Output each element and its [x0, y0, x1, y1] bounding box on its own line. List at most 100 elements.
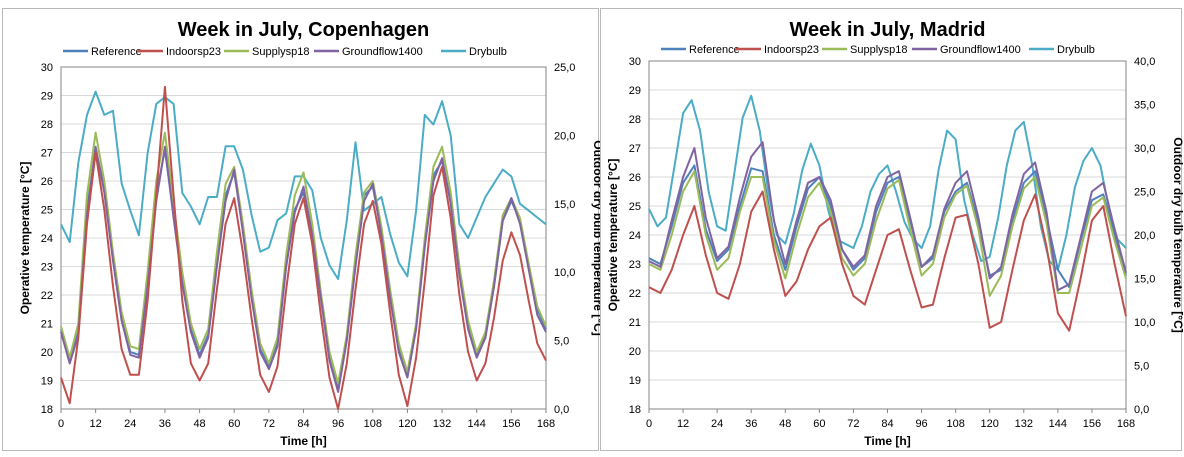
series-line-supplysp18: [648, 170, 1127, 297]
x-tick-label: 144: [1049, 418, 1067, 430]
legend-label: Groundflow1400: [940, 44, 1021, 56]
y-tick-label: 28: [629, 114, 641, 126]
y-tick-label: 18: [629, 404, 641, 416]
y-tick-label: 18: [41, 404, 53, 416]
x-tick-label: 12: [90, 418, 102, 430]
y-tick-label: 28: [41, 119, 53, 131]
y-tick-label: 21: [629, 317, 641, 329]
series-line-reference: [60, 148, 547, 391]
chart-title: Week in July, Madrid: [790, 19, 986, 41]
y2-tick-label: 25,0: [1134, 187, 1155, 199]
legend-label: Reference: [91, 46, 142, 58]
x-tick-label: 48: [193, 418, 205, 430]
x-tick-label: 108: [364, 418, 382, 430]
x-tick-label: 24: [124, 418, 136, 430]
y2-tick-label: 15,0: [1134, 274, 1155, 286]
x-tick-label: 156: [502, 418, 520, 430]
y2-tick-label: 20,0: [1134, 230, 1155, 242]
x-tick-label: 168: [537, 418, 555, 430]
y2-tick-label: 10,0: [1134, 317, 1155, 329]
x-tick-label: 12: [677, 418, 689, 430]
y-tick-label: 23: [41, 262, 53, 274]
y2-tick-label: 35,0: [1134, 100, 1155, 112]
y-tick-label: 25: [41, 205, 53, 217]
y-axis-label: Operative temperature [°C]: [18, 162, 32, 315]
series-line-indoorsp23: [60, 85, 547, 410]
legend-label: Reference: [689, 44, 740, 56]
x-axis-label: Time [h]: [280, 434, 326, 448]
x-tick-label: 120: [981, 418, 999, 430]
y-tick-label: 24: [41, 233, 53, 245]
x-axis-label: Time [h]: [864, 434, 910, 448]
y2-tick-label: 15,0: [554, 199, 575, 211]
x-tick-label: 36: [745, 418, 757, 430]
legend-label: Indoorsp23: [764, 44, 819, 56]
y2-tick-label: 5,0: [554, 336, 569, 348]
chart-panel-madrid: Week in July, Madrid Reference Indoorsp23 S…: [600, 8, 1184, 451]
y-tick-label: 26: [41, 176, 53, 188]
x-tick-label: 72: [847, 418, 859, 430]
y-tick-label: 22: [629, 288, 641, 300]
y-tick-label: 29: [41, 91, 53, 103]
y2-tick-label: 0,0: [1134, 404, 1149, 416]
chart-madrid: Week in July, Madrid Reference Indoorsp23 S…: [606, 19, 1184, 448]
x-tick-label: 36: [159, 418, 171, 430]
y-tick-label: 24: [629, 230, 641, 242]
x-tick-label: 84: [881, 418, 893, 430]
x-tick-label: 60: [813, 418, 825, 430]
chart-panel-copenhagen: Week in July, Copenhagen Reference Indoors…: [2, 8, 605, 451]
y-tick-label: 19: [629, 375, 641, 387]
y-tick-label: 25: [629, 201, 641, 213]
legend-label: Groundflow1400: [342, 46, 423, 58]
x-tick-label: 72: [263, 418, 275, 430]
y-axis-label: Operative temperature [°C]: [606, 159, 620, 312]
y2-tick-label: 5,0: [1134, 361, 1149, 373]
y2-tick-label: 20,0: [554, 130, 575, 142]
y-tick-label: 20: [629, 346, 641, 358]
x-tick-label: 168: [1117, 418, 1135, 430]
y2-tick-label: 0,0: [554, 404, 569, 416]
y-tick-label: 30: [41, 62, 53, 74]
x-tick-label: 96: [332, 418, 344, 430]
y-tick-label: 22: [41, 290, 53, 302]
chart-copenhagen: Week in July, Copenhagen Reference Indoors…: [18, 19, 605, 448]
y-tick-label: 23: [629, 259, 641, 271]
y2-tick-label: 40,0: [1134, 56, 1155, 68]
x-tick-label: 156: [1083, 418, 1101, 430]
x-tick-label: 60: [228, 418, 240, 430]
series-line-groundflow1400: [648, 141, 1127, 292]
y2-tick-label: 25,0: [554, 62, 575, 74]
chart-title: Week in July, Copenhagen: [178, 19, 430, 41]
x-tick-label: 0: [646, 418, 652, 430]
legend-label: Indoorsp23: [166, 46, 221, 58]
legend-label: Supplysp18: [252, 46, 310, 58]
x-tick-label: 48: [779, 418, 791, 430]
y-tick-label: 30: [629, 56, 641, 68]
x-tick-label: 0: [58, 418, 64, 430]
y2-axis-label: Outdoor dry bulb temperature [°C]: [1171, 137, 1184, 332]
x-tick-label: 144: [468, 418, 486, 430]
x-tick-label: 132: [433, 418, 451, 430]
legend-label: Drybulb: [469, 46, 507, 58]
y-tick-label: 19: [41, 376, 53, 388]
series-line-supplysp18: [60, 131, 547, 385]
x-tick-label: 84: [297, 418, 309, 430]
y-tick-label: 21: [41, 319, 53, 331]
y-tick-label: 20: [41, 347, 53, 359]
x-tick-label: 120: [398, 418, 416, 430]
x-tick-label: 132: [1015, 418, 1033, 430]
x-tick-label: 24: [711, 418, 723, 430]
x-tick-label: 96: [915, 418, 927, 430]
legend-label: Drybulb: [1057, 44, 1095, 56]
series-line-drybulb: [60, 90, 547, 280]
y2-tick-label: 30,0: [1134, 143, 1155, 155]
series-line-groundflow1400: [60, 145, 547, 393]
legend-label: Supplysp18: [850, 44, 908, 56]
y2-tick-label: 10,0: [554, 267, 575, 279]
y-tick-label: 27: [41, 148, 53, 160]
series-line-indoorsp23: [648, 190, 1127, 332]
y-tick-label: 26: [629, 172, 641, 184]
y-tick-label: 29: [629, 85, 641, 97]
x-tick-label: 108: [946, 418, 964, 430]
y-tick-label: 27: [629, 143, 641, 155]
